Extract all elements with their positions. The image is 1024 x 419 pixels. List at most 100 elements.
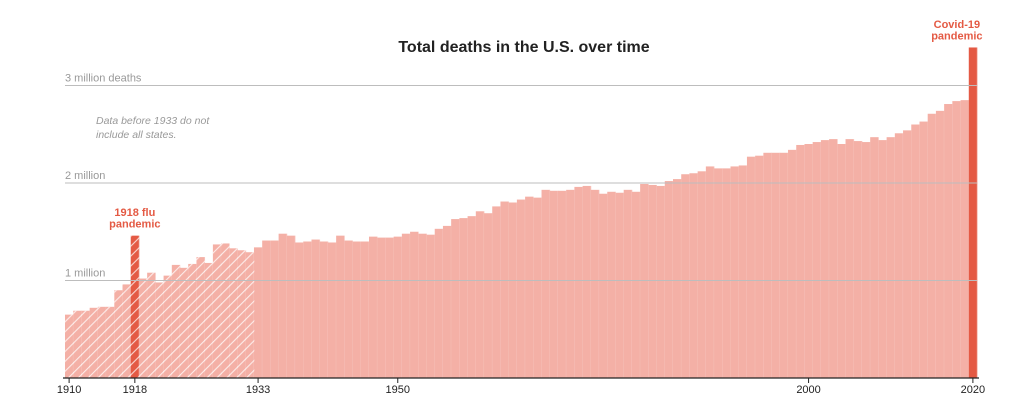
bar-2006	[853, 141, 863, 378]
x-ticks-group: 1910 1918 1933 1950 2000 2020	[57, 378, 985, 396]
bar-2019	[960, 100, 970, 379]
bar-1999	[796, 144, 805, 378]
tick-label-2000: 2000	[796, 384, 820, 396]
hatch-1923	[171, 264, 181, 378]
bar-1967	[533, 197, 542, 379]
bar-1942	[327, 242, 337, 378]
bar-1994	[755, 155, 764, 378]
tick-label-1933: 1933	[246, 384, 270, 396]
bar-1970	[557, 190, 567, 378]
bar-2005	[845, 139, 855, 378]
hatch-1932	[245, 252, 255, 378]
bar-2017	[944, 104, 953, 379]
data-note: Data before 1933 do not include all stat…	[96, 115, 210, 141]
bar-2010	[886, 137, 896, 378]
hatch-1918	[130, 235, 140, 378]
bar-1956	[442, 225, 452, 378]
bar-2015	[927, 113, 937, 379]
bar-1963	[500, 201, 510, 378]
bar-1949	[385, 237, 394, 378]
bar-1960	[475, 211, 485, 378]
bar-1976	[607, 191, 616, 378]
bar-1998	[788, 149, 797, 378]
bar-1987	[697, 171, 707, 378]
grid-label-1: 2 million	[65, 170, 105, 182]
bar-1951	[401, 233, 411, 378]
bar-1991	[730, 166, 740, 378]
note-line-2: include all states.	[96, 129, 177, 141]
hatch-1925	[188, 263, 197, 378]
bar-2004	[837, 144, 846, 378]
tick-label-1910: 1910	[57, 384, 81, 396]
chart-title: Total deaths in the U.S. over time	[398, 39, 649, 56]
bar-1989	[714, 168, 723, 379]
bar-1988	[705, 166, 715, 378]
bar-1985	[681, 174, 690, 378]
bar-1978	[623, 189, 633, 378]
hatch-1924	[180, 267, 189, 378]
hatch-1917	[122, 284, 132, 378]
bar-1982	[656, 185, 666, 378]
bar-2008	[870, 137, 879, 378]
bar-1936	[278, 233, 288, 378]
bar-1940	[311, 239, 321, 378]
bar-1937	[286, 235, 296, 378]
bar-1986	[689, 173, 698, 378]
bar-1983	[664, 181, 674, 378]
bar-1950	[393, 236, 403, 379]
bar-1958	[459, 218, 468, 378]
bar-1974	[590, 189, 600, 378]
bar-1981	[648, 184, 657, 378]
bar-1961	[484, 213, 493, 378]
bar-1990	[722, 168, 731, 379]
bar-1953	[418, 233, 427, 378]
hatch-1913	[89, 307, 99, 378]
bar-1984	[673, 179, 682, 378]
bar-1993	[746, 156, 756, 378]
bar-1979	[631, 191, 641, 378]
hatch-1912	[81, 310, 90, 378]
annotation-2020-line-1: Covid-19	[934, 19, 980, 31]
bar-2002	[820, 140, 830, 378]
bar-1946	[360, 241, 370, 378]
bar-1947	[369, 236, 378, 379]
bar-1944	[344, 240, 353, 378]
hatch-1930	[229, 248, 238, 378]
bar-2000	[804, 144, 814, 378]
bar-2003	[829, 139, 838, 378]
bar-1955	[434, 228, 444, 378]
hatch-1915	[106, 306, 115, 378]
grid-label-2: 3 million deaths	[65, 73, 142, 85]
bar-1992	[738, 165, 748, 378]
bar-2018	[952, 101, 961, 378]
bar-1954	[426, 234, 436, 378]
hatch-1910	[65, 314, 74, 379]
bar-1941	[319, 241, 329, 378]
hatch-1919	[138, 278, 148, 378]
bar-1934	[262, 240, 271, 378]
grid-label-0: 1 million	[65, 268, 105, 280]
bar-1997	[779, 152, 789, 378]
bar-1968	[541, 189, 551, 378]
hatch-1921	[155, 282, 164, 378]
bar-2009	[878, 140, 887, 378]
bar-1975	[599, 193, 608, 378]
bar-1996	[771, 152, 781, 378]
tick-label-1918: 1918	[123, 384, 147, 396]
bar-2014	[919, 121, 929, 378]
bar-2013	[911, 124, 920, 378]
bar-2016	[935, 110, 945, 378]
hatch-1916	[114, 290, 123, 378]
hatch-overlay	[65, 235, 255, 379]
bar-1995	[763, 152, 772, 378]
hatch-1914	[97, 306, 107, 378]
hatch-1911	[73, 310, 82, 378]
hatch-1927	[204, 262, 214, 378]
bar-1952	[410, 231, 419, 378]
bar-1939	[303, 241, 312, 378]
note-line-1: Data before 1933 do not	[96, 115, 210, 127]
tick-label-2020: 2020	[961, 384, 985, 396]
bar-1957	[451, 219, 460, 378]
hatch-1928	[212, 244, 222, 378]
